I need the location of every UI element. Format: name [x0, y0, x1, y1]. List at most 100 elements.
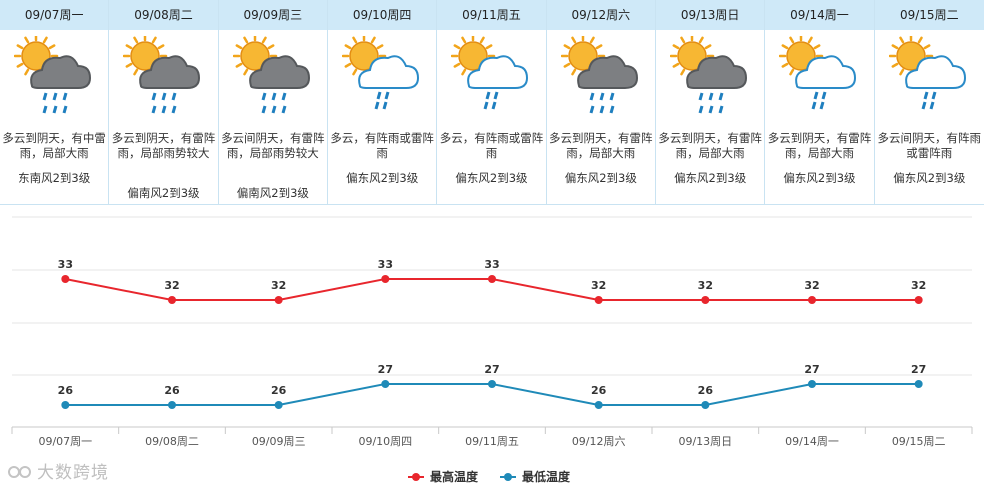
day-date: 09/07周一: [0, 0, 109, 30]
day-description: 多云到阴天，有雷阵雨，局部大雨: [549, 131, 653, 160]
day-wind: 偏东风2到3级: [893, 171, 966, 185]
x-tick-label: 09/09周三: [252, 435, 306, 448]
data-point[interactable]: [594, 401, 603, 409]
day-description: 多云间阴天，有雷阵雨，局部雨势较大: [221, 131, 325, 160]
watermark-text: 大数跨境: [37, 463, 109, 483]
day-description: 多云，有阵雨或雷阵雨: [439, 131, 544, 160]
legend-marker: [412, 473, 420, 481]
data-point[interactable]: [914, 296, 923, 304]
rain-drops-icon: [589, 92, 615, 114]
day-wind: 偏东风2到3级: [455, 171, 528, 185]
sun-cloud-shower-icon: [341, 36, 419, 110]
data-label: 27: [911, 363, 926, 376]
day-date: 09/10周四: [327, 0, 437, 30]
dark-cloud-icon: [686, 55, 747, 89]
data-point[interactable]: [274, 296, 283, 304]
legend-marker: [504, 473, 512, 481]
data-label: 26: [591, 384, 607, 397]
data-label: 27: [378, 363, 393, 376]
sun-dark-cloud-rain-icon: [123, 36, 201, 114]
dark-cloud-icon: [576, 55, 638, 89]
rain-drops-icon: [811, 91, 827, 110]
x-tick-label: 09/13周日: [678, 435, 732, 448]
day-description: 多云到阴天，有中雷雨，局部大雨: [2, 131, 106, 160]
data-point[interactable]: [274, 401, 283, 409]
data-point[interactable]: [381, 275, 390, 283]
day-date: 09/08周二: [109, 0, 218, 30]
day-description: 多云到阴天，有雷阵雨，局部大雨: [767, 131, 872, 160]
data-point[interactable]: [808, 296, 816, 304]
sun-dark-cloud-rain-icon: [14, 36, 92, 114]
rain-drops-icon: [483, 91, 499, 110]
forecast-day: 09/07周一 多云到阴天，有中雷雨，局部大雨 东南风2到3级: [0, 0, 110, 205]
data-label: 32: [911, 279, 926, 292]
data-point[interactable]: [488, 380, 496, 388]
sun-icon: [451, 36, 496, 79]
sun-icon: [14, 36, 59, 79]
day-date: 09/09周三: [218, 0, 327, 30]
data-label: 27: [484, 363, 499, 376]
temperature-line-chart: 09/07周一 09/08周二 09/09周三 09/10周四 09/11周五 09/12…: [11, 216, 973, 484]
x-tick-label: 09/11周五: [465, 435, 519, 448]
data-point[interactable]: [594, 296, 603, 304]
x-tick-label: 09/15周二: [892, 435, 946, 448]
rain-drops-icon: [261, 92, 287, 114]
legend-item[interactable]: 最高温度: [408, 469, 479, 484]
dark-cloud-icon: [248, 55, 310, 89]
day-wind: 偏南风2到3级: [127, 186, 200, 200]
data-point[interactable]: [381, 380, 390, 388]
legend-item[interactable]: 最低温度: [500, 469, 571, 484]
day-description: 多云间阴天，有阵雨或雷阵雨: [877, 131, 982, 160]
data-label: 26: [58, 384, 74, 397]
day-description: 多云到阴天，有雷阵雨，局部雨势较大: [111, 131, 216, 160]
x-tick-label: 09/14周一: [785, 435, 839, 448]
data-point[interactable]: [61, 401, 70, 409]
day-date: 09/14周一: [765, 0, 874, 30]
rain-drops-icon: [921, 91, 937, 110]
day-description: 多云到阴天，有雷阵雨，局部大雨: [658, 131, 762, 160]
watermark-logo-icon: [8, 466, 31, 478]
cloud-icon: [904, 55, 966, 89]
sun-cloud-shower-icon: [451, 36, 529, 110]
forecast-strip: 09/07周一 多云到阴天，有中雷雨，局部大雨 东南风2到3级 09/08周二 …: [0, 0, 984, 205]
day-date: 09/15周二: [874, 0, 984, 30]
data-label: 32: [164, 279, 179, 292]
data-label: 32: [591, 279, 606, 292]
data-label: 33: [484, 258, 499, 271]
rain-drops-icon: [698, 92, 724, 114]
day-wind: 偏南风2到3级: [236, 186, 309, 200]
forecast-day: 09/11周五 多云，有阵雨或雷阵雨 偏东风2到3级: [437, 0, 547, 205]
sun-cloud-shower-icon: [779, 36, 857, 110]
forecast-day: 09/12周六 多云到阴天，有雷阵雨，局部大雨 偏东风2到3级: [546, 0, 656, 205]
data-point[interactable]: [168, 296, 176, 304]
day-date: 09/11周五: [437, 0, 546, 30]
rain-drops-icon: [42, 92, 68, 114]
data-point[interactable]: [61, 275, 70, 283]
x-tick-label: 09/12周六: [572, 435, 626, 448]
cloud-icon: [795, 55, 857, 89]
legend-label: 最高温度: [430, 469, 479, 484]
forecast-day: 09/09周三 多云间阴天，有雷阵雨，局部雨势较大 偏南风2到3级: [218, 0, 328, 205]
day-wind: 东南风2到3级: [18, 171, 91, 185]
data-point[interactable]: [168, 401, 176, 409]
data-point[interactable]: [914, 380, 923, 388]
cloud-icon: [467, 55, 529, 89]
data-label: 26: [698, 384, 714, 397]
data-label: 26: [164, 384, 180, 397]
forecast-day: 09/15周二 多云间阴天，有阵雨或雷阵雨 偏东风2到3级: [874, 0, 984, 205]
data-label: 26: [271, 384, 287, 397]
day-wind: 偏东风2到3级: [674, 171, 747, 185]
sun-icon: [123, 36, 168, 79]
forecast-day: 09/10周四 多云，有阵雨或雷阵雨 偏东风2到3级: [327, 0, 438, 205]
day-wind: 偏东风2到3级: [564, 171, 637, 185]
sun-dark-cloud-rain-icon: [669, 36, 747, 114]
data-point[interactable]: [488, 275, 496, 283]
sun-icon: [341, 36, 387, 79]
data-point[interactable]: [701, 401, 710, 409]
data-label: 27: [804, 363, 819, 376]
data-point[interactable]: [808, 380, 816, 388]
day-description: 多云，有阵雨或雷阵雨: [330, 131, 434, 160]
sun-icon: [560, 36, 605, 79]
data-point[interactable]: [701, 296, 710, 304]
forecast-day: 09/13周日 多云到阴天，有雷阵雨，局部大雨 偏东风2到3级: [655, 0, 766, 205]
